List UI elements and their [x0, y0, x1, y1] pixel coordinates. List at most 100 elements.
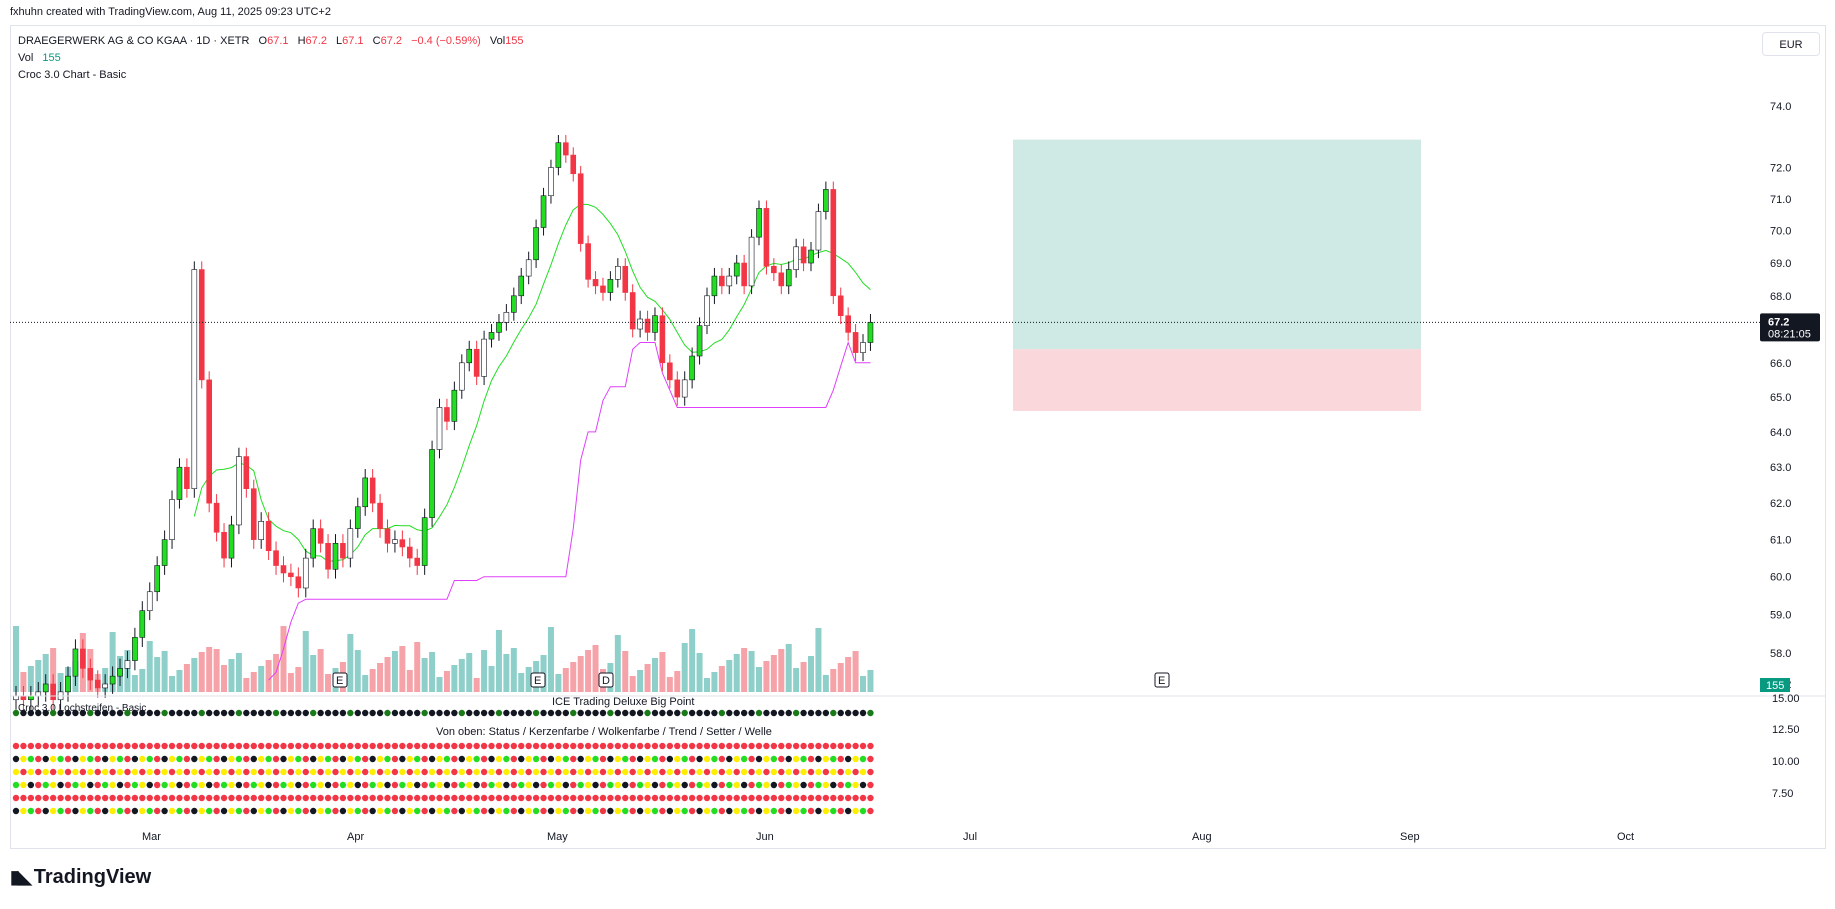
signal-dot: [42, 755, 49, 763]
signal-dot: [79, 807, 87, 815]
signal-dot: [466, 709, 473, 717]
signal-dot: [20, 755, 27, 763]
volume-bar: [689, 629, 696, 692]
signal-dot: [391, 794, 399, 802]
symbol-name[interactable]: DRAEGERWERK AG & CO KGAA · 1D · XETR: [18, 35, 250, 47]
signal-dot: [376, 781, 384, 789]
tradingview-logo[interactable]: ▮◣ TradingView: [10, 866, 151, 889]
currency-button[interactable]: EUR: [1762, 32, 1820, 56]
volume-bar: [429, 652, 436, 692]
signal-dot: [64, 755, 72, 763]
signal-dot: [532, 807, 540, 815]
signal-dot: [636, 742, 644, 750]
signal-dot: [495, 742, 503, 750]
volume-bar: [391, 651, 398, 692]
signal-dot: [733, 755, 740, 763]
symbol-legend[interactable]: DRAEGERWERK AG & CO KGAA · 1D · XETR O67…: [18, 35, 524, 47]
signal-dot: [451, 755, 458, 763]
signal-dot: [614, 794, 622, 802]
volume-bar: [785, 644, 792, 692]
candle-body: [288, 572, 294, 578]
signal-dot: [770, 807, 778, 815]
signal-dot: [696, 781, 703, 789]
signal-dot: [540, 755, 547, 763]
signal-dot: [480, 781, 488, 789]
signal-dot: [488, 709, 495, 717]
volume-bar: [265, 660, 272, 692]
candle-body: [340, 543, 346, 559]
signal-dot: [362, 794, 369, 802]
signal-dot: [547, 755, 555, 763]
volume-bar: [756, 667, 762, 692]
signal-dot: [636, 709, 644, 717]
signal-dot: [257, 768, 265, 776]
candle-body: [525, 259, 532, 277]
signal-dot: [295, 794, 302, 802]
volume-bar: [867, 670, 874, 692]
signal-dot: [176, 794, 183, 802]
volume-legend[interactable]: Vol 155: [18, 52, 61, 64]
signal-dot: [867, 807, 874, 815]
signal-dot: [12, 781, 20, 789]
signal-dot: [674, 794, 681, 802]
signal-dot: [651, 768, 659, 776]
candle-body: [719, 275, 725, 287]
event-marker-label: D: [602, 675, 610, 687]
volume-bar: [258, 666, 265, 692]
signal-dot: [614, 781, 622, 789]
signal-dot: [525, 781, 532, 789]
signal-dot: [302, 807, 309, 815]
signal-dot: [703, 742, 711, 750]
candle-body: [481, 338, 487, 377]
signal-dot: [42, 709, 49, 717]
signal-dot: [614, 742, 622, 750]
signal-dot: [555, 755, 562, 763]
volume-bar: [830, 669, 837, 692]
signal-dot: [176, 781, 183, 789]
volume-bar: [860, 676, 867, 692]
signal-dot: [109, 742, 116, 750]
signal-dot: [131, 807, 139, 815]
signal-dot: [428, 755, 436, 763]
signal-dot: [257, 781, 265, 789]
sub-y-tick-label: 10.00: [1772, 756, 1800, 768]
signal-dot: [822, 807, 830, 815]
signal-dot: [332, 742, 339, 750]
signal-dot: [94, 781, 101, 789]
signal-dot: [12, 742, 20, 750]
signal-dot: [518, 755, 525, 763]
candle-body: [570, 154, 577, 175]
signal-dot: [94, 768, 101, 776]
signal-dot: [466, 781, 473, 789]
signal-dot: [399, 755, 406, 763]
signal-dot: [124, 755, 131, 763]
volume-bar: [347, 634, 354, 692]
volume-bar: [562, 668, 569, 692]
signal-dot: [703, 781, 711, 789]
signal-dot: [243, 794, 250, 802]
sub-pane-caption-2: Von oben: Status / Kerzenfarbe / Wolkenf…: [436, 726, 772, 738]
indicator-name[interactable]: Croc 3.0 Chart - Basic: [18, 69, 127, 81]
indicator-legend[interactable]: Croc 3.0 Chart - Basic: [18, 69, 126, 81]
candle-body: [228, 524, 235, 559]
candle-body: [785, 269, 792, 287]
candle-body: [540, 195, 547, 228]
signal-dot: [421, 768, 428, 776]
signal-dot: [599, 807, 607, 815]
candle-body: [741, 262, 747, 287]
signal-dot: [406, 709, 413, 717]
signal-dot: [139, 807, 146, 815]
signal-dot: [763, 755, 770, 763]
signal-dot: [495, 755, 503, 763]
signal-dot: [622, 794, 629, 802]
volume-bar: [837, 663, 844, 692]
signal-dot: [79, 768, 87, 776]
signal-dot: [480, 768, 488, 776]
y-tick-label: 71.0: [1770, 194, 1791, 206]
signal-dot: [421, 742, 428, 750]
signal-dot: [651, 742, 659, 750]
signal-dot: [666, 807, 674, 815]
signal-dot: [354, 794, 361, 802]
signal-dot: [116, 742, 124, 750]
